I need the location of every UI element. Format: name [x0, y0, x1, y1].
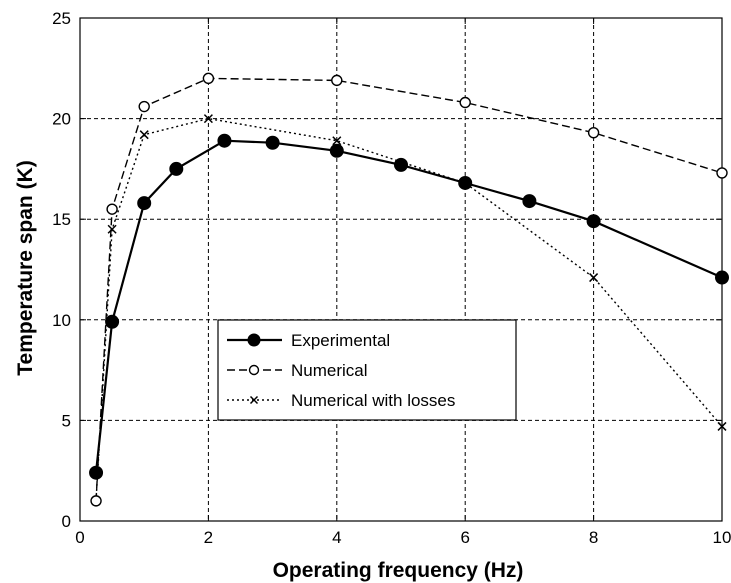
- data-point-0: [329, 143, 344, 158]
- series-group: [89, 72, 729, 507]
- data-point-0: [217, 133, 232, 148]
- marker-stroke: [589, 273, 599, 283]
- data-point-2: [332, 136, 342, 146]
- data-point-2: [589, 273, 599, 283]
- data-point-1: [459, 96, 471, 109]
- series-line-2: [95, 117, 723, 501]
- series-line-0: [94, 139, 723, 473]
- data-point-1: [106, 203, 118, 215]
- data-point-2: [717, 421, 727, 431]
- data-point-0: [89, 465, 104, 480]
- grid: [80, 18, 722, 521]
- x-tick-label: 0: [75, 528, 84, 547]
- y-tick-label: 10: [52, 311, 71, 330]
- data-point-1: [138, 100, 150, 113]
- axes: 0 2 4 6 8 10 0 5 10 15 20 25: [52, 9, 731, 547]
- data-point-0: [394, 157, 408, 172]
- x-axis-title: Operating frequency (Hz): [273, 559, 524, 582]
- y-tick-label: 25: [52, 9, 71, 28]
- x-tick-label: 6: [460, 528, 469, 547]
- data-point-0: [522, 194, 537, 209]
- data-point-0: [105, 314, 120, 329]
- data-point-2: [107, 224, 117, 234]
- legend-label-2: Numerical with losses: [291, 391, 455, 410]
- x-tick-label: 8: [589, 528, 598, 547]
- plot-frame: [79, 17, 723, 522]
- marker-stroke: [107, 224, 117, 234]
- data-point-1: [587, 126, 600, 139]
- y-tick-label: 5: [62, 411, 71, 430]
- legend-label-0: Experimental: [291, 331, 390, 350]
- legend-label-1: Numerical: [291, 361, 368, 380]
- legend-marker-0: [247, 333, 261, 347]
- data-point-1: [716, 167, 728, 179]
- data-point-0: [715, 270, 729, 285]
- legend-marker-1: [248, 364, 260, 376]
- x-tick-label: 10: [713, 528, 731, 547]
- y-tick-label: 0: [62, 512, 71, 531]
- data-point-0: [169, 161, 184, 176]
- y-tick-label: 15: [52, 210, 71, 229]
- data-point-1: [202, 72, 215, 85]
- data-point-1: [331, 74, 343, 87]
- marker-stroke: [717, 421, 727, 431]
- marker-stroke: [332, 136, 342, 146]
- data-point-1: [90, 495, 102, 507]
- y-tick-label: 20: [52, 110, 71, 129]
- x-tick-label: 4: [332, 528, 341, 547]
- marker-stroke: [249, 395, 259, 405]
- data-point-2: [203, 114, 213, 124]
- data-point-0: [586, 214, 601, 229]
- legend-marker-2: [249, 395, 259, 405]
- data-point-2: [139, 130, 149, 140]
- series-line-1: [95, 77, 723, 501]
- marker-stroke: [139, 130, 149, 140]
- marker-stroke: [203, 114, 213, 124]
- data-point-0: [137, 196, 152, 211]
- y-axis-title: Temperature span (K): [14, 160, 37, 376]
- legend: Experimental Numerical Numerical with loss…: [217, 319, 517, 421]
- data-point-0: [265, 135, 280, 150]
- x-tick-label: 2: [204, 528, 213, 547]
- data-point-0: [458, 175, 473, 190]
